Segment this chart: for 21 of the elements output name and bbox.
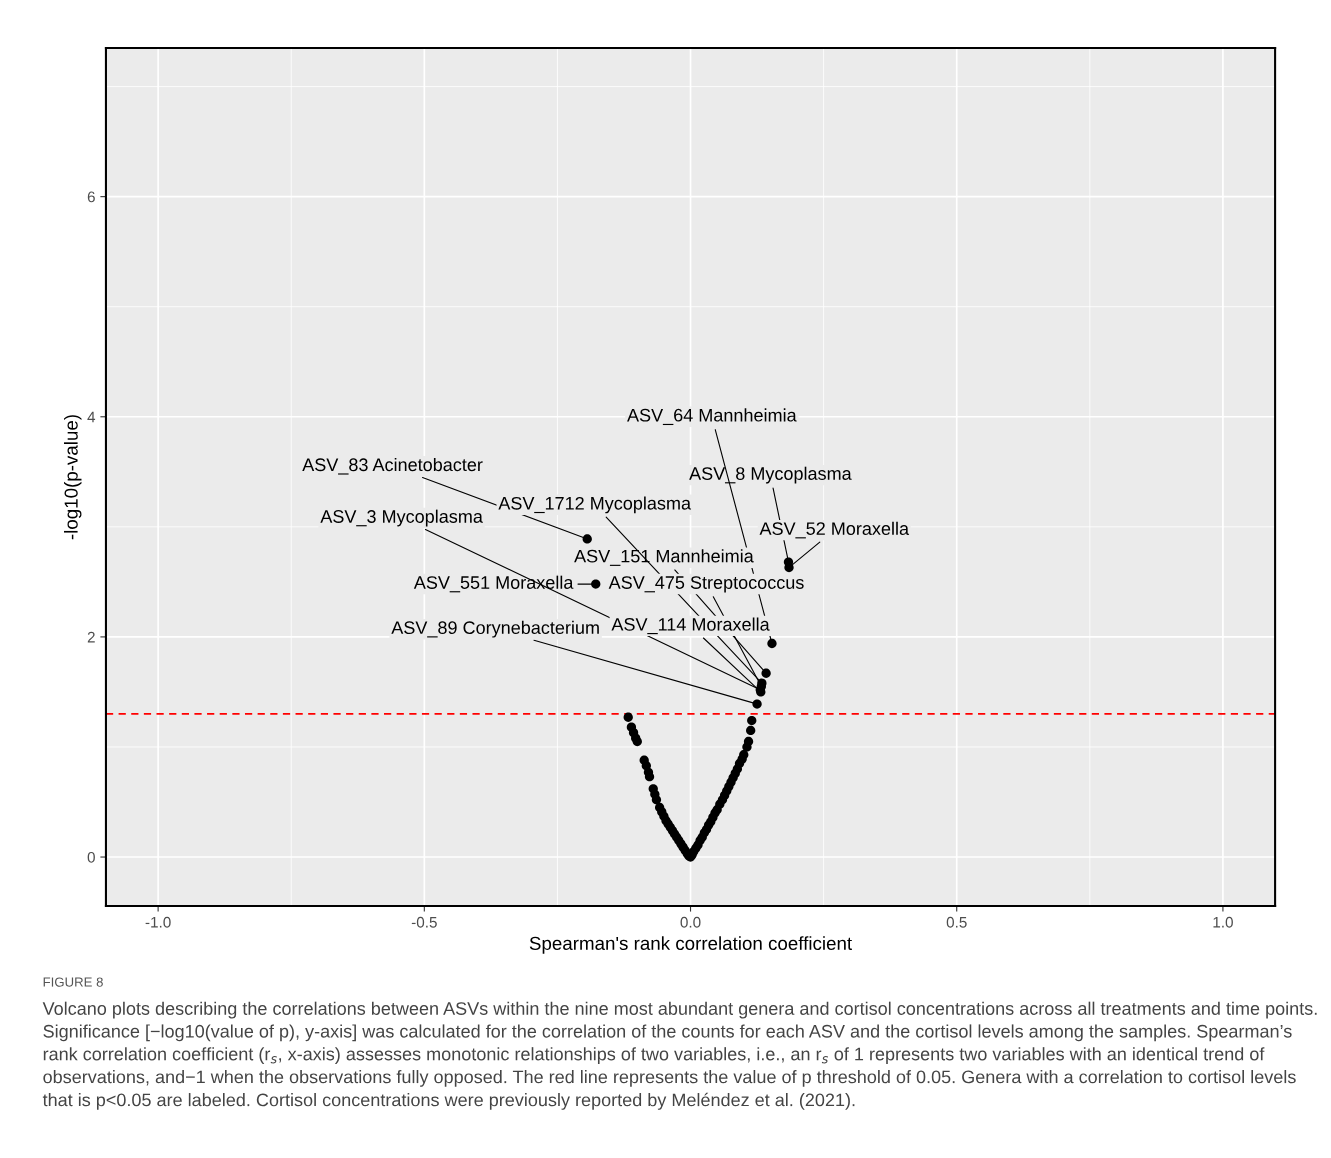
- annotation: ASV_83 Acinetobacter: [302, 457, 483, 475]
- x-tick-label: 0.0: [680, 916, 701, 928]
- x-tick-label: 0.5: [946, 916, 967, 928]
- caption: FIGURE 8: [43, 977, 103, 987]
- x-tick-label: -0.5: [411, 916, 437, 928]
- annotation: ASV_89 Corynebacterium: [391, 620, 599, 638]
- y-tick-label: 4: [87, 411, 96, 423]
- y-tick-label: 6: [87, 191, 95, 203]
- y-tick-label: 2: [87, 631, 95, 643]
- y-axis-title: -log10(p-value): [64, 415, 82, 540]
- annotation: ASV_3 Mycoplasma: [320, 509, 483, 527]
- annotation: ASV_475 Streptococcus: [608, 576, 804, 593]
- annotation: ASV_1712 Mycoplasma: [498, 496, 692, 514]
- annotation: ASV_64 Mannheimia: [627, 408, 797, 426]
- y-tick-label: 0: [87, 851, 95, 863]
- x-axis-title: Spearman's rank correlation coefficient: [529, 936, 852, 954]
- annotation: ASV_114 Moraxella: [611, 617, 770, 635]
- text: Volcano plots describing the correlations between ASVs within the nine most abundant genera and cortisol concentrations across all treatments and time points. Significance [−log10(value of p), y-axis] was calculated for the correlation of the counts for each ASV and the cortisol levels among the samples. Spearman’s rank correlation coefficient (r$_{s}$, x-axis) assesses monotonic relationships of two variables, i.e., an r$_{s}$ of 1 represents two variables with an identical trend of observations, and−1 when the observations fully opposed. The red line represents the value of p threshold of 0.05. Genera with a correlation to cortisol levels that is p<0.05 are labeled. Cortisol concentrations were previously reported by Meléndez et al. (2021).: [42, 1001, 1317, 1110]
- x-tick-label: -1.0: [145, 916, 171, 928]
- x-tick-label: 1.0: [1213, 916, 1233, 928]
- annotation: ASV_52 Moraxella: [759, 521, 910, 539]
